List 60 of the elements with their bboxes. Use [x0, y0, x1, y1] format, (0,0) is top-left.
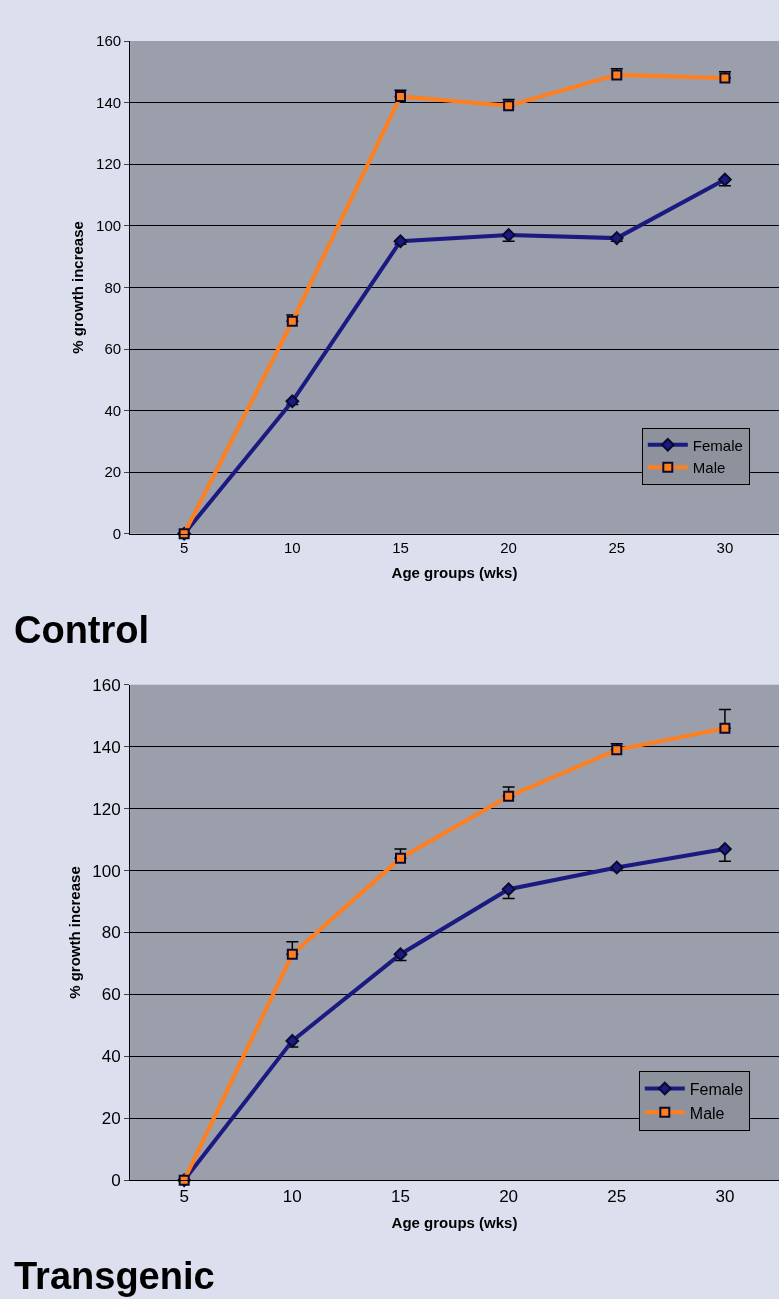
- y-tick-label: 40: [104, 401, 122, 419]
- point: [286, 315, 298, 327]
- y-tick-label: 0: [111, 1171, 121, 1191]
- point: [285, 394, 300, 409]
- point: [393, 947, 408, 962]
- y-tick-label: 60: [101, 985, 121, 1005]
- x-tick-label: 20: [499, 1186, 519, 1206]
- point: [394, 852, 406, 864]
- point: [719, 722, 731, 734]
- text: Transgenic: [14, 1255, 215, 1297]
- y-tick-label: 140: [92, 737, 121, 757]
- point: [609, 860, 624, 875]
- x-tick-label: 15: [392, 538, 409, 556]
- x-tick-label: 25: [607, 1186, 627, 1206]
- y-tick-label: 40: [101, 1047, 121, 1067]
- legend-label: Female: [689, 1080, 744, 1098]
- point: [719, 72, 731, 84]
- point: [718, 842, 732, 856]
- y-tick-label: 20: [101, 1109, 121, 1129]
- y-axis-title: % growth increase: [69, 221, 87, 354]
- x-tick-label: 15: [391, 1186, 410, 1206]
- y-axis-title: % growth increase: [65, 866, 83, 999]
- x-tick-label: 5: [179, 1186, 189, 1206]
- y-tick-label: 80: [104, 278, 122, 296]
- x-tick-label: 20: [500, 538, 517, 556]
- point: [286, 948, 298, 960]
- point: [609, 231, 624, 245]
- x-tick-label: 25: [608, 538, 626, 556]
- y-tick-label: 120: [92, 799, 121, 819]
- point: [503, 790, 515, 802]
- legend-label: Male: [689, 1104, 725, 1122]
- y-tick-label: 140: [96, 93, 122, 111]
- point: [718, 172, 732, 187]
- point: [611, 744, 623, 756]
- x-tick-label: 30: [716, 538, 734, 556]
- point: [501, 882, 516, 897]
- y-tick-label: 160: [96, 32, 122, 50]
- point: [501, 228, 516, 242]
- point: [611, 69, 623, 81]
- y-tick-label: 80: [101, 923, 121, 943]
- y-tick-label: 20: [104, 463, 122, 481]
- point: [393, 234, 408, 249]
- point: [285, 1034, 300, 1048]
- legend-label: Male: [692, 459, 726, 477]
- y-tick-label: 100: [96, 217, 122, 235]
- x-axis-title: Age groups (wks): [391, 1213, 518, 1231]
- x-tick-label: 10: [282, 1186, 302, 1206]
- y-tick-label: 100: [92, 861, 121, 881]
- y-tick-label: 160: [92, 675, 121, 695]
- point: [503, 100, 515, 112]
- legend-label: Female: [692, 436, 743, 454]
- y-tick-label: 120: [96, 155, 122, 173]
- point: [394, 90, 406, 102]
- x-tick-label: 30: [715, 1186, 735, 1206]
- y-tick-label: 0: [112, 525, 122, 543]
- x-tick-label: 10: [283, 538, 301, 556]
- x-tick-label: 5: [180, 538, 189, 556]
- y-tick-label: 60: [104, 340, 122, 358]
- x-axis-title: Age groups (wks): [391, 563, 518, 581]
- text: Control: [14, 609, 150, 651]
